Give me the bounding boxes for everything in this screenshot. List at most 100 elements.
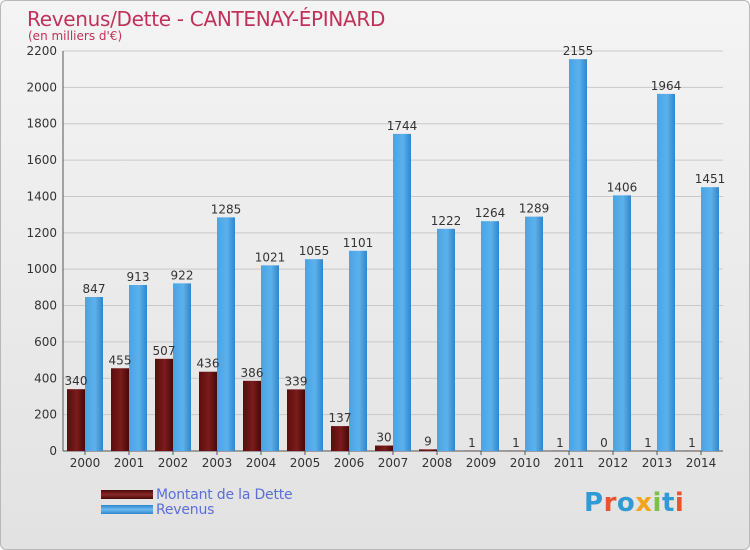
- revenue-bar: [701, 187, 719, 451]
- debt-bar: [111, 368, 129, 451]
- y-tick-label: 1200: [26, 226, 57, 240]
- revenue-bar: [217, 217, 235, 451]
- debt-bar: [287, 389, 305, 451]
- revenue-value-label: 913: [127, 270, 150, 284]
- revenue-bar: [261, 265, 279, 451]
- x-tick-label: 2005: [290, 456, 321, 470]
- legend: Montant de la Dette Revenus: [101, 486, 293, 518]
- y-tick-label: 1000: [26, 262, 57, 276]
- revenue-bar: [349, 250, 367, 451]
- revenue-value-label: 1222: [431, 214, 462, 228]
- revenue-bar: [613, 195, 631, 451]
- revenue-value-label: 1101: [343, 236, 374, 250]
- legend-swatch-revenue: [101, 505, 153, 514]
- debt-value-label: 386: [241, 366, 264, 380]
- x-tick-label: 2009: [466, 456, 497, 470]
- debt-bar: [419, 449, 437, 451]
- debt-value-label: 1: [688, 436, 696, 450]
- revenue-bar: [173, 283, 191, 451]
- x-tick-label: 2004: [246, 456, 277, 470]
- debt-value-label: 507: [153, 344, 176, 358]
- debt-value-label: 1: [644, 436, 652, 450]
- debt-value-label: 137: [329, 411, 352, 425]
- x-tick-label: 2006: [334, 456, 365, 470]
- debt-value-label: 9: [424, 434, 432, 448]
- x-tick-label: 2007: [378, 456, 409, 470]
- legend-label-debt: Montant de la Dette: [156, 486, 293, 503]
- debt-value-label: 1: [468, 436, 476, 450]
- logo-letter: t: [661, 488, 675, 518]
- axes: 0 200 400 600 800 1000 1200 1400 1600 1800 2000 220…: [26, 44, 723, 470]
- logo-letter: i: [652, 488, 662, 518]
- debt-bar: [155, 358, 173, 451]
- x-tick-label: 2002: [158, 456, 189, 470]
- y-tick-label: 200: [34, 408, 57, 422]
- revenue-value-label: 2155: [563, 44, 594, 58]
- debt-bar: [375, 445, 393, 451]
- revenue-value-label: 922: [171, 268, 194, 282]
- x-tick-label: 2008: [422, 456, 453, 470]
- legend-label-revenue: Revenus: [156, 501, 215, 518]
- x-tick-label: 2014: [686, 456, 717, 470]
- x-tick-label: 2000: [70, 456, 101, 470]
- y-tick-label: 600: [34, 335, 57, 349]
- x-tick-label: 2010: [510, 456, 541, 470]
- legend-item-revenue: Revenus: [101, 501, 292, 518]
- revenue-bar: [525, 216, 543, 451]
- chart-subtitle: (en milliers d'€): [28, 29, 123, 43]
- debt-bar: [67, 389, 85, 451]
- x-tick-label: 2003: [202, 456, 233, 470]
- y-tick-label: 1400: [26, 189, 57, 203]
- logo-letter: i: [674, 488, 685, 518]
- y-tick-label: 2200: [26, 44, 57, 58]
- y-tick-label: 1600: [26, 153, 57, 167]
- revenue-bar: [657, 93, 675, 451]
- bars: [67, 59, 719, 451]
- revenue-bar: [437, 228, 455, 451]
- logo-letter: x: [635, 488, 653, 518]
- debt-bar: [331, 426, 349, 451]
- y-tick-label: 0: [49, 444, 57, 458]
- revenue-bar: [569, 59, 587, 451]
- revenue-value-label: 1055: [299, 244, 330, 258]
- x-tick-label: 2011: [554, 456, 585, 470]
- revenue-value-label: 1406: [607, 180, 638, 194]
- logo-letter: r: [603, 488, 617, 518]
- legend-item-debt: Montant de la Dette: [101, 486, 293, 503]
- revenue-value-label: 1964: [651, 79, 682, 93]
- revenue-value-label: 847: [83, 282, 106, 296]
- debt-value-label: 0: [600, 436, 608, 450]
- proxiti-logo: Proxiti: [584, 488, 684, 518]
- debt-value-label: 1: [512, 436, 520, 450]
- logo-letter: o: [616, 488, 636, 518]
- revenue-value-label: 1285: [211, 202, 242, 216]
- debt-bar: [199, 371, 217, 451]
- revenue-bar: [129, 285, 147, 451]
- debt-value-label: 339: [285, 374, 308, 388]
- debt-value-label: 455: [109, 353, 132, 367]
- debt-bar: [243, 380, 261, 451]
- y-tick-label: 800: [34, 299, 57, 313]
- legend-swatch-debt: [101, 490, 153, 499]
- debt-value-label: 30: [376, 431, 391, 445]
- y-tick-label: 400: [34, 371, 57, 385]
- debt-value-label: 436: [197, 357, 220, 371]
- y-tick-label: 2000: [26, 80, 57, 94]
- revenue-bar: [393, 133, 411, 451]
- revenue-value-label: 1451: [695, 172, 726, 186]
- revenue-bar: [85, 297, 103, 451]
- revenue-value-label: 1744: [387, 119, 418, 133]
- x-tick-label: 2012: [598, 456, 629, 470]
- x-tick-label: 2001: [114, 456, 145, 470]
- revenue-value-label: 1021: [255, 250, 286, 264]
- revenue-bar: [305, 259, 323, 451]
- revenue-bar: [481, 221, 499, 451]
- revenue-value-label: 1289: [519, 202, 550, 216]
- chart-title: Revenus/Dette - CANTENAY-ÉPINARD: [27, 7, 386, 31]
- logo-letter: P: [584, 488, 604, 518]
- revenue-value-label: 1264: [475, 206, 506, 220]
- debt-value-label: 1: [556, 436, 564, 450]
